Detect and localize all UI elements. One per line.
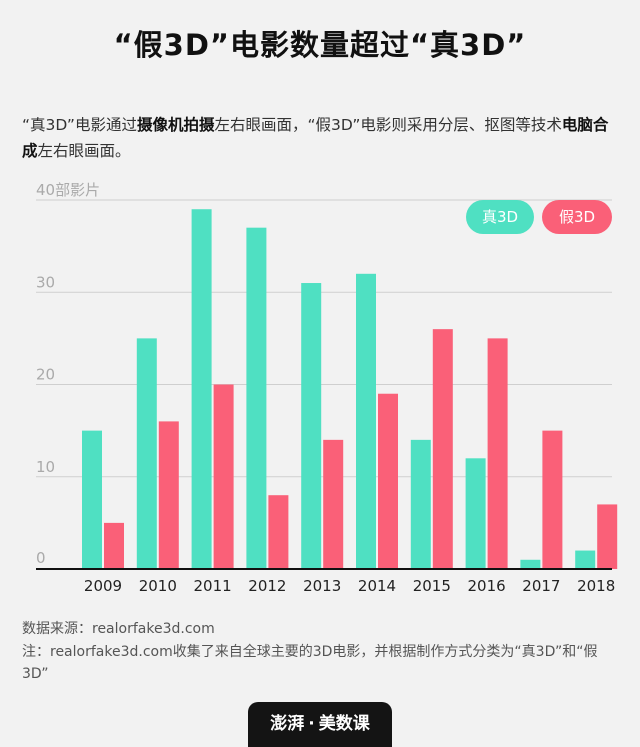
bar-fake-3d xyxy=(158,421,179,569)
x-tick-label: 2015 xyxy=(413,577,451,595)
bar-fake-3d xyxy=(104,522,124,569)
logo-sub: 美数课 xyxy=(318,714,370,734)
bar-fake-3d xyxy=(542,430,563,569)
legend-fake: 假3D xyxy=(542,200,612,234)
bar-fake-3d xyxy=(213,384,234,569)
x-tick-label: 2012 xyxy=(248,577,286,595)
intro-text: “真3D”电影通过摄像机拍摄左右眼画面，“假3D”电影则采用分层、抠图等技术电脑… xyxy=(22,112,622,164)
x-tick-label: 2010 xyxy=(139,577,177,595)
x-tick-label: 2016 xyxy=(468,577,506,595)
bar-fake-3d xyxy=(323,439,344,569)
bar-real-3d xyxy=(410,439,431,569)
bar-fake-3d xyxy=(268,495,289,569)
bar-fake-3d xyxy=(378,393,398,569)
y-tick-label: 20 xyxy=(36,366,55,384)
bar-fake-3d xyxy=(432,329,453,569)
x-tick-label: 2009 xyxy=(84,577,122,595)
x-tick-label: 2013 xyxy=(303,577,341,595)
intro-part-3: 左右眼画面。 xyxy=(37,142,131,160)
chart-area: 0 10 20 30 40部影片 2009 2010 2011 2012 2013 2014 2015… xyxy=(0,175,640,605)
y-tick-label: 10 xyxy=(36,458,55,476)
intro-bold-1: 摄像机拍摄 xyxy=(136,116,215,134)
bar-real-3d xyxy=(465,458,486,569)
x-tick-label: 2014 xyxy=(358,577,396,595)
bar-real-3d xyxy=(191,209,212,569)
bar-chart: 0 10 20 30 40部影片 2009 2010 2011 2012 2013 2014 2015… xyxy=(36,181,618,595)
bar-fake-3d xyxy=(597,504,618,569)
y-tick-label: 40部影片 xyxy=(36,181,100,199)
bar-real-3d xyxy=(82,430,102,569)
source-text: 数据来源：realorfake3d.com xyxy=(22,621,215,637)
y-tick-label: 0 xyxy=(36,549,46,567)
intro-bold-2: 电脑合成 xyxy=(22,116,609,160)
bar-real-3d xyxy=(136,338,157,569)
intro-part-1: “真3D”电影通过 xyxy=(22,116,137,134)
x-tick-label: 2017 xyxy=(522,577,560,595)
brand-logo: 澎湃 · 美数课 xyxy=(248,702,392,747)
intro-part-2: 左右眼画面，“假3D”电影则采用分层、抠图等技术 xyxy=(214,116,562,134)
bar-real-3d xyxy=(575,550,596,569)
logo-separator: · xyxy=(308,714,315,734)
bar-real-3d xyxy=(301,283,322,569)
legend-real: 真3D xyxy=(466,200,534,234)
x-tick-label: 2018 xyxy=(577,577,615,595)
note-text: 注：realorfake3d.com收集了来自全球主要的3D电影，并根据制作方式… xyxy=(22,644,598,682)
logo-brand: 澎湃 xyxy=(270,714,305,734)
x-tick-label: 2011 xyxy=(194,577,232,595)
chart-title: “假3D”电影数量超过“真3D” xyxy=(113,28,527,62)
bar-real-3d xyxy=(356,273,376,569)
bar-fake-3d xyxy=(487,338,508,569)
bar-real-3d xyxy=(246,227,267,570)
y-tick-label: 30 xyxy=(36,273,55,291)
bar-real-3d xyxy=(520,559,541,569)
